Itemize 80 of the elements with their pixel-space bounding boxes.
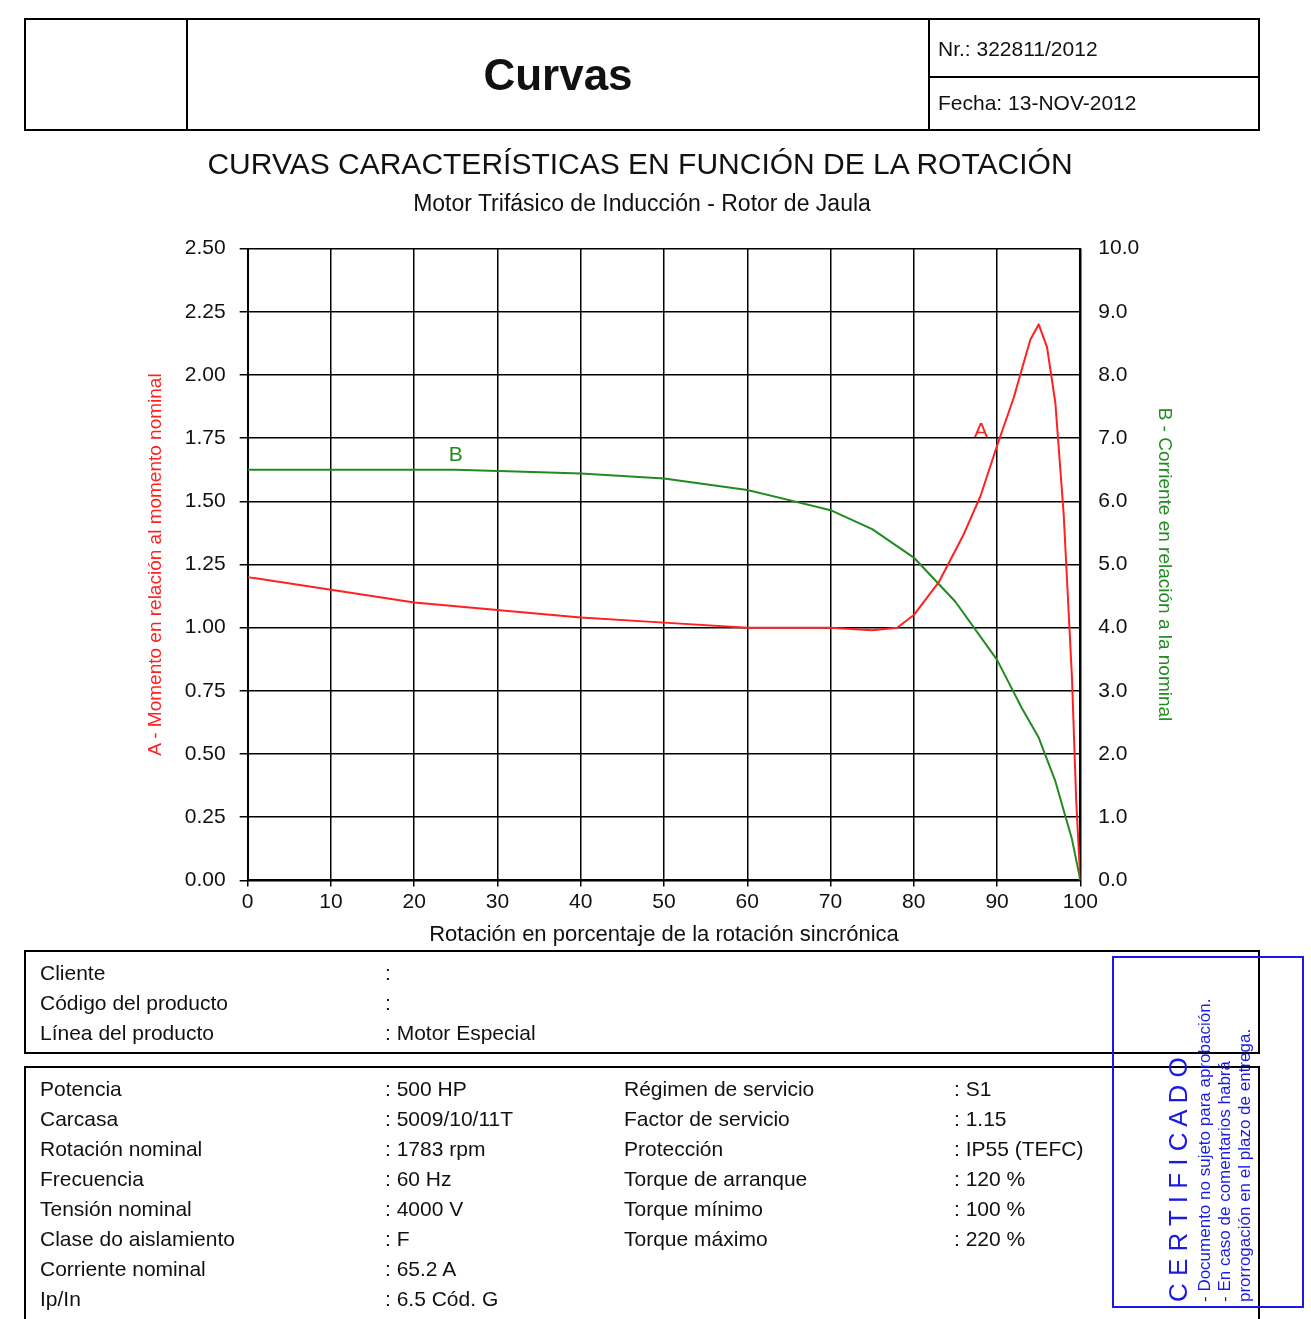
y-tick-label: 0.75 [184,677,226,701]
y2-tick-label: 10.0 [1098,235,1140,259]
x-tick-label: 30 [485,888,510,912]
x-tick-label: 10 [319,888,343,912]
text: C E R T I F I C A D O [1162,1056,1194,1302]
y-tick-label: 1.25 [184,551,226,575]
text: Tensión nominal [40,1196,193,1222]
text: : 65.2 A [385,1256,458,1282]
text: Régimen de servicio [624,1076,816,1102]
y2-tick-label: 3.0 [1098,677,1128,701]
text: : S1 [954,1076,993,1102]
text: : [385,960,392,986]
text: : 4000 V [385,1197,464,1220]
text: Rotación nominal [40,1136,204,1162]
text: : 6.5 Cód. G [385,1286,500,1312]
text: : 5009/10/11T [385,1107,514,1130]
x-tick-label: 50 [652,888,676,912]
y2-tick-label: 1.0 [1098,804,1128,828]
y-tick-label: 0.25 [184,804,226,828]
text: Clase do aislamiento [40,1226,236,1252]
text: : IP55 (TEFC) [954,1136,1085,1162]
text: Cliente [40,960,107,986]
text: : 60 Hz [385,1167,452,1190]
y-tick-label: 2.25 [184,298,226,322]
chart-title: CURVAS CARACTERÍSTICAS EN FUNCIÓN DE LA ROTACIÓN [206,147,1074,181]
text: Curvas [186,20,930,129]
text: Línea del producto [40,1020,215,1046]
y-tick-label: 1.50 [184,488,226,512]
y-tick-label: 2.00 [184,361,226,385]
text: Potencia [40,1076,123,1102]
text: Frecuencia [40,1166,145,1192]
text: Corriente nominal [40,1256,207,1282]
text: - En caso de comentarios habrá prorrogación en el plazo de entrega. [1215,1027,1255,1302]
x-tick-label: 0 [241,888,254,912]
text: : F [385,1227,410,1250]
text: : 100 % [954,1196,1027,1222]
y-tick-label: 1.00 [184,614,226,638]
y-tick-label: 0.50 [184,740,226,764]
y2-tick-label: 8.0 [1098,361,1128,385]
y2-tick-label: 9.0 [1098,298,1128,322]
text: Código del producto [40,990,229,1016]
y2-axis-title: B - Corriente en relación a la nominal [1155,407,1177,722]
text: Torque mínimo [624,1196,764,1222]
y-tick-label: 1.75 [184,424,226,448]
y2-tick-label: 5.0 [1098,551,1128,575]
x-tick-label: 40 [569,888,593,912]
text: : 120 % [954,1166,1027,1192]
text: : [385,990,392,1016]
series-label: B [448,442,463,466]
text: : Motor Especial [385,1020,537,1046]
text: Torque máximo [624,1226,769,1252]
text: : 500 HP [385,1077,467,1100]
text: Nr.: 322811/2012 [928,20,1258,78]
y2-tick-label: 2.0 [1098,740,1128,764]
y2-tick-label: 0.0 [1098,867,1128,891]
text: Ip/In [40,1286,82,1312]
text: Factor de servicio [624,1106,791,1132]
text: Protección [624,1136,725,1162]
x-tick-label: 90 [985,888,1009,912]
x-tick-label: 100 [1062,888,1098,912]
chart-subtitle: Motor Trifásico de Inducción - Rotor de Jaula [412,190,872,217]
y-tick-label: 2.50 [184,235,226,259]
x-tick-label: 20 [402,888,426,912]
y2-tick-label: 7.0 [1098,424,1128,448]
x-axis-title: Rotación en porcentaje de la rotación sincrónica [429,920,900,946]
text: - Documento no sujeto para aprobación. [1195,997,1215,1302]
y2-tick-label: 4.0 [1098,614,1128,638]
y2-tick-label: 6.0 [1098,488,1128,512]
y-tick-label: 0.00 [184,867,226,891]
series-label: A [974,418,989,442]
x-tick-label: 80 [902,888,926,912]
x-tick-label: 60 [735,888,759,912]
text: : 220 % [954,1226,1027,1252]
y-axis-title: A - Momento en relación al momento nominal [143,373,165,756]
text: : 1.15 [954,1106,1008,1132]
text: : 1783 rpm [385,1137,486,1160]
text: Fecha: 13-NOV-2012 [937,90,1138,116]
x-tick-label: 70 [818,888,843,912]
text: Carcasa [40,1106,120,1132]
text: Torque de arranque [624,1166,809,1192]
